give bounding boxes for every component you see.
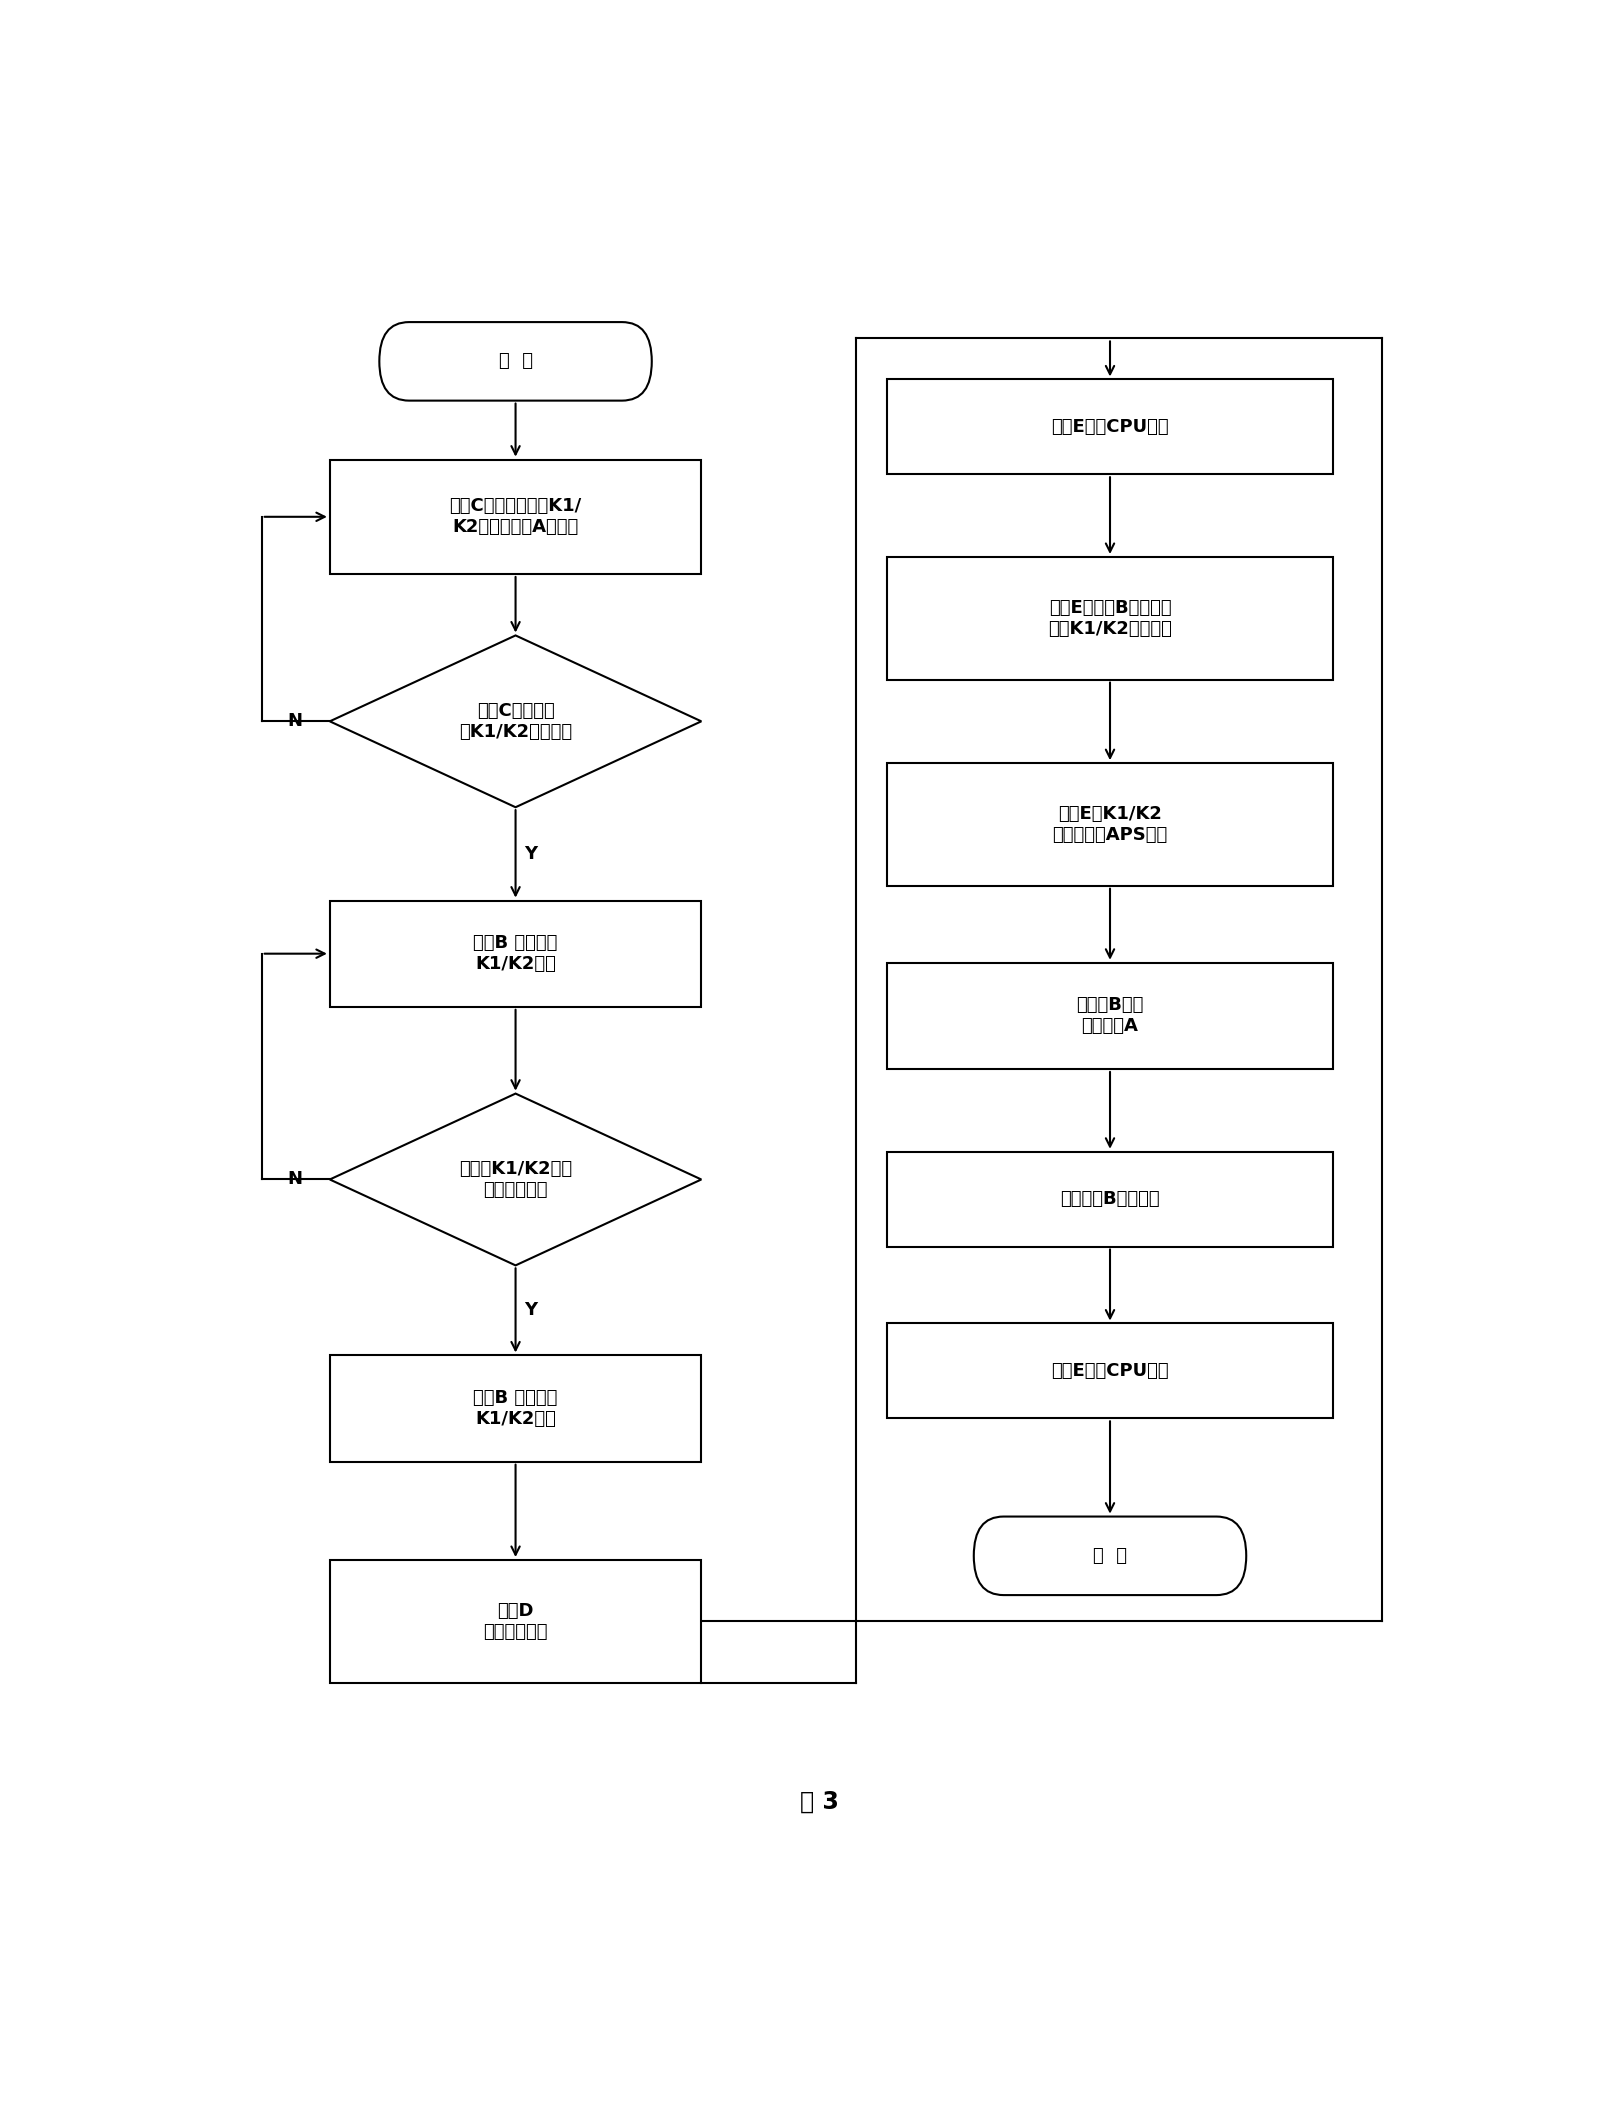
- Bar: [329, 1560, 702, 1683]
- Bar: [887, 1152, 1333, 1247]
- Text: 模块C比较接收到的K1/
K2字节和模块A的内容: 模块C比较接收到的K1/ K2字节和模块A的内容: [449, 497, 582, 536]
- Bar: [887, 763, 1333, 886]
- Text: 模块E打开CPU中断: 模块E打开CPU中断: [1051, 1362, 1168, 1379]
- Text: 当前帧K1/K2字节
是否接收完毕: 当前帧K1/K2字节 是否接收完毕: [459, 1160, 572, 1198]
- Text: 模块E将K1/K2
字节传递给APS模块: 模块E将K1/K2 字节传递给APS模块: [1053, 805, 1168, 844]
- FancyBboxPatch shape: [379, 323, 652, 402]
- Polygon shape: [329, 1094, 702, 1264]
- Text: 开  始: 开 始: [499, 353, 532, 370]
- Bar: [887, 963, 1333, 1069]
- Bar: [329, 459, 702, 574]
- Bar: [887, 1324, 1333, 1417]
- Text: Y: Y: [524, 846, 537, 863]
- Text: 模块D
产生中断信号: 模块D 产生中断信号: [483, 1602, 548, 1640]
- FancyBboxPatch shape: [973, 1517, 1246, 1596]
- Polygon shape: [329, 635, 702, 808]
- Bar: [887, 380, 1333, 474]
- Text: 模块E关闭CPU中断: 模块E关闭CPU中断: [1051, 419, 1168, 436]
- Text: 模块B 继续接收
K1/K2字节: 模块B 继续接收 K1/K2字节: [473, 935, 558, 973]
- Text: 将模块B内容
写入模块A: 将模块B内容 写入模块A: [1077, 997, 1144, 1035]
- Text: N: N: [288, 1171, 302, 1188]
- Text: 模块E从模块B中读取变
化的K1/K2字节内容: 模块E从模块B中读取变 化的K1/K2字节内容: [1048, 599, 1171, 637]
- Text: 模块C是否检测
到K1/K2字节变化: 模块C是否检测 到K1/K2字节变化: [459, 701, 572, 742]
- Bar: [887, 557, 1333, 680]
- Text: 模块B 停止接收
K1/K2字节: 模块B 停止接收 K1/K2字节: [473, 1390, 558, 1428]
- Text: 结  束: 结 束: [1093, 1547, 1127, 1564]
- Text: N: N: [288, 712, 302, 731]
- Text: 图 3: 图 3: [799, 1789, 839, 1813]
- Text: Y: Y: [524, 1300, 537, 1320]
- Text: 打开模块B刷新使能: 打开模块B刷新使能: [1059, 1190, 1160, 1209]
- Bar: [329, 1356, 702, 1462]
- Bar: [329, 901, 702, 1007]
